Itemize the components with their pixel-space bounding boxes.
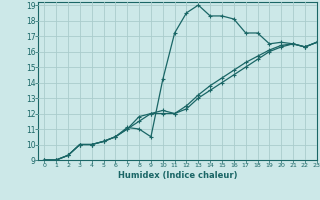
X-axis label: Humidex (Indice chaleur): Humidex (Indice chaleur) (118, 171, 237, 180)
